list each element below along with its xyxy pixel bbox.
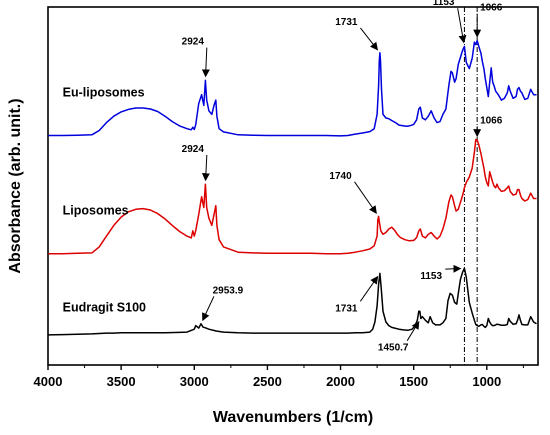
peak-label: 1740: [329, 171, 352, 182]
peak-arrow: [359, 275, 379, 302]
peak-label: 2953.9: [213, 285, 244, 296]
x-tick-label: 3000: [180, 374, 209, 389]
peak-arrow: [457, 8, 467, 44]
peak-label: 1066: [480, 3, 503, 14]
peak-arrow: [201, 47, 210, 78]
series-label: Eudragit S100: [63, 300, 146, 314]
peak-arrow: [445, 264, 462, 273]
series-labels: Eu-liposomes Liposomes Eudragit S100: [63, 86, 146, 315]
peak-label: 1153: [420, 271, 442, 282]
series-line-1: [48, 138, 537, 255]
peak-arrow: [202, 296, 215, 322]
peak-arrow: [354, 181, 377, 214]
peak-annotations: 2924 1731 1153 1066 2924 1740 1066 2953.9 1153 17…: [182, 0, 503, 354]
x-tick-label: 1000: [472, 374, 501, 389]
series-line-2: [48, 267, 537, 336]
peak-label: 2924: [182, 144, 205, 155]
peak-label: 2924: [182, 37, 205, 48]
x-tick-label: 3500: [107, 374, 136, 389]
peak-arrow: [406, 321, 420, 341]
peak-arrow: [359, 27, 379, 51]
x-tick-label: 4000: [34, 374, 63, 389]
series-label: Eu-liposomes: [63, 86, 145, 100]
series-line-0: [48, 39, 537, 137]
x-tick-label: 2000: [326, 374, 355, 389]
x-axis-title: Wavenumbers (1/cm): [213, 409, 373, 426]
peak-label: 1153: [433, 0, 455, 8]
peak-label: 1066: [480, 115, 503, 126]
series-group: [48, 39, 537, 336]
peak-label: 1731: [335, 303, 358, 314]
peak-arrow: [201, 154, 210, 182]
x-axis: 4000 3500 3000 2500 2000 1500 1000: [34, 365, 524, 389]
peak-label: 1731: [335, 17, 358, 28]
x-tick-label: 2500: [253, 374, 282, 389]
y-axis-title: Absorbance (arb. unit.): [7, 98, 24, 273]
x-tick-label: 1500: [399, 374, 428, 389]
plot-frame: [47, 6, 539, 366]
series-label: Liposomes: [63, 204, 129, 218]
peak-label: 1450.7: [378, 343, 409, 354]
